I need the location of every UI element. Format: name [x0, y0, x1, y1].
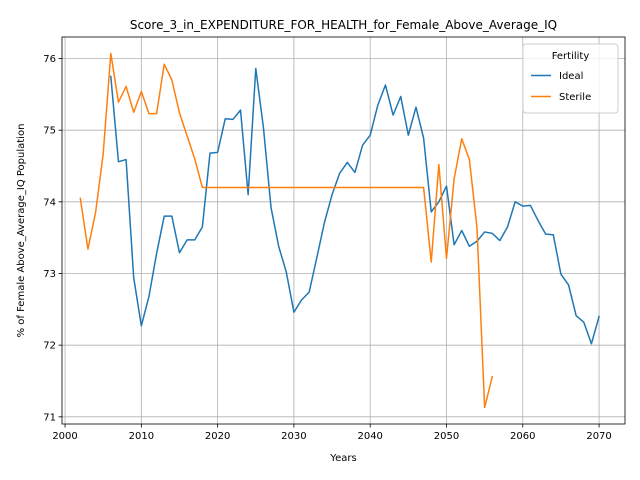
plot-frame — [61, 36, 626, 425]
legend-title: Fertility — [552, 51, 590, 62]
x-tick-label: 2030 — [281, 431, 306, 442]
x-tick-label: 2010 — [129, 431, 154, 442]
chart-title: Score_3_in_EXPENDITURE_FOR_HEALTH_for_Fe… — [130, 18, 557, 32]
x-tick-label: 2020 — [205, 431, 230, 442]
y-tick-label: 74 — [43, 197, 56, 208]
y-tick-label: 73 — [43, 269, 56, 280]
y-tick-label: 75 — [43, 126, 56, 137]
y-axis-title: % of Female Above_Average_IQ Population — [16, 124, 27, 338]
y-tick-label: 71 — [43, 412, 56, 423]
x-tick-label: 2050 — [434, 431, 459, 442]
legend-label-sterile: Sterile — [559, 92, 591, 103]
legend-label-ideal: Ideal — [559, 71, 583, 82]
x-tick-label: 2060 — [510, 431, 535, 442]
x-tick-label: 2070 — [586, 431, 611, 442]
x-tick-label: 2000 — [52, 431, 77, 442]
legend: Fertility Ideal Sterile — [522, 43, 619, 114]
x-tick-label: 2040 — [357, 431, 382, 442]
x-axis-title: Years — [329, 453, 356, 464]
y-tick-label: 76 — [43, 54, 56, 65]
series-lines — [79, 52, 600, 409]
series-line-sterile — [79, 52, 494, 409]
y-tick-label: 72 — [43, 341, 56, 352]
series-line-ideal — [110, 67, 600, 345]
axis-ticks: 2000 2010 2020 2030 2040 2050 2060 2070 71 72 73 74… — [43, 54, 612, 442]
